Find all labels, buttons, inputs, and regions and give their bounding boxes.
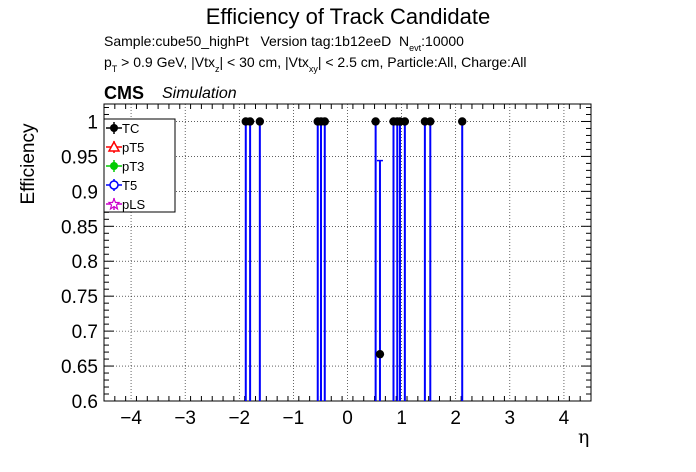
legend-label: TC <box>122 121 139 136</box>
sample-label: Sample:cube50_highPt <box>104 33 249 49</box>
x-tick-label: −4 <box>120 408 142 429</box>
x-tick-label: −2 <box>228 408 250 429</box>
y-tick-label: 0.9 <box>72 182 98 203</box>
x-tick-label: 1 <box>396 408 407 429</box>
vtx-z-subscript: z <box>214 64 220 74</box>
data-point-tc <box>458 117 467 126</box>
x-tick-label: −1 <box>283 408 305 429</box>
vtx-xy-cut-text: | < 2.5 cm, Particle:All, Charge:All <box>317 54 527 70</box>
x-tick-label: 4 <box>559 408 570 429</box>
plot-frame <box>103 103 592 402</box>
y-tick-label: 0.6 <box>72 392 98 413</box>
legend-label: pLS <box>122 197 145 212</box>
legend-marker <box>110 124 118 132</box>
pt-cut-text: > 0.9 GeV, |Vtx <box>117 54 215 70</box>
data-point-tc <box>426 117 435 126</box>
data-point-tc <box>320 117 329 126</box>
data-point-tc <box>400 117 410 126</box>
legend-entry-tc: TC <box>106 121 139 136</box>
subtitle-sample-line: Sample:cube50_highPt Version tag:1b12eeD… <box>104 33 464 53</box>
data-point-tc <box>255 117 265 126</box>
y-tick-label: 0.95 <box>61 147 98 168</box>
data-point-tc <box>375 349 385 359</box>
y-tick-label: 0.75 <box>61 287 98 308</box>
legend-marker <box>110 162 118 170</box>
data-point-tc <box>245 117 255 126</box>
x-tick-label: 0 <box>342 408 353 429</box>
legend-label: T5 <box>122 178 137 193</box>
data-point-tc <box>371 117 380 126</box>
y-tick-label: 0.7 <box>72 322 98 343</box>
nevt-label: N <box>399 33 410 49</box>
cms-label: CMS <box>104 83 144 103</box>
simulation-label: Simulation <box>162 85 237 102</box>
legend-label: pT5 <box>122 140 144 155</box>
chart-title: Efficiency of Track Candidate <box>205 4 491 29</box>
legend-marker <box>107 197 121 211</box>
y-tick-label: 0.8 <box>72 252 98 273</box>
version-tag: Version tag:1b12eeD <box>260 33 392 49</box>
x-axis-label: η <box>578 426 590 448</box>
subtitle-cuts-line: pT > 0.9 GeV, |Vtxz| < 30 cm, |Vtxxy| < … <box>104 54 527 74</box>
legend-label: pT3 <box>122 159 144 174</box>
y-tick-label: 1 <box>87 112 98 133</box>
legend-marker <box>109 180 119 190</box>
vtx-z-cut-text: | < 30 cm, |Vtx <box>219 54 309 70</box>
y-tick-label: 0.65 <box>61 357 98 378</box>
y-tick-label: 0.85 <box>61 217 98 238</box>
nevt-subscript: evt <box>409 43 422 53</box>
x-tick-label: 3 <box>505 408 516 429</box>
legend: TC pT5 pT3 T5 pLS <box>103 118 176 213</box>
legend-entry-pls: pLS <box>106 197 145 212</box>
legend-entry-t5: T5 <box>106 178 137 193</box>
nevt-value: :10000 <box>421 33 464 49</box>
x-tick-label: 2 <box>450 408 461 429</box>
legend-entry-pt5: pT5 <box>106 140 144 155</box>
vtx-xy-subscript: xy <box>308 64 318 74</box>
pt-subscript: T <box>111 64 118 74</box>
x-tick-label: −3 <box>174 408 196 429</box>
legend-marker <box>107 140 121 152</box>
pt-label: p <box>104 54 112 70</box>
legend-entry-pt3: pT3 <box>106 159 144 174</box>
